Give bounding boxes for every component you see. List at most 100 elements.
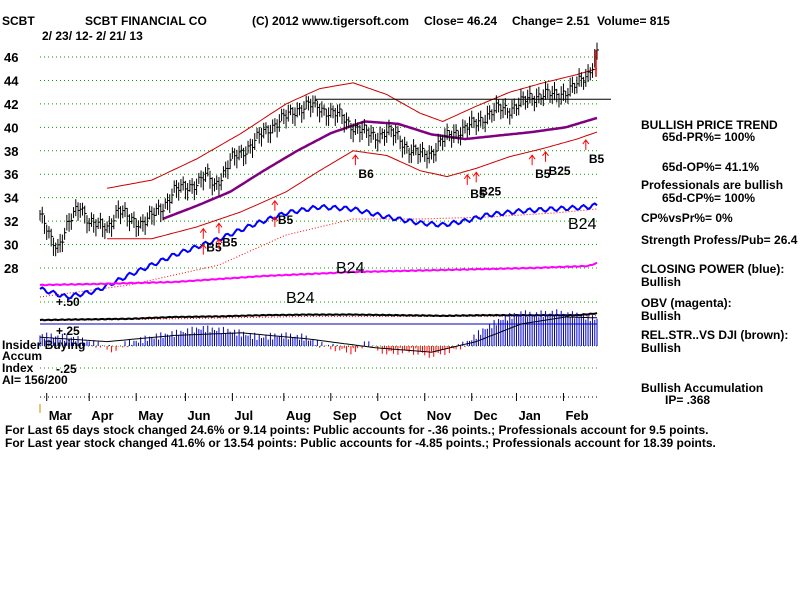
price-bar <box>397 125 400 140</box>
price-bar <box>171 188 174 204</box>
price-bar <box>509 108 512 125</box>
price-bar <box>332 105 336 119</box>
price-bar <box>540 94 544 105</box>
month-label: Jan <box>518 408 540 423</box>
price-bar <box>133 211 136 228</box>
volume-value: Volume= 815 <box>597 14 670 28</box>
price-bar <box>379 126 383 144</box>
price-bar <box>375 133 378 149</box>
price-bar <box>527 89 530 109</box>
price-bar <box>234 148 237 166</box>
y-tick-label: 38 <box>4 144 18 159</box>
cp-vs-pr: CP%vsPr%= 0% <box>641 211 733 225</box>
price-bar <box>307 96 311 111</box>
closing-power-line <box>39 202 598 300</box>
b24-obv-label: B24 <box>286 290 315 307</box>
price-bar <box>200 170 204 188</box>
price-bar <box>243 147 246 167</box>
price-bar <box>524 95 528 110</box>
price-bar <box>294 107 298 127</box>
price-bar <box>477 112 481 132</box>
price-bar <box>137 220 141 236</box>
price-bar <box>314 95 318 108</box>
copyright-text: (C) 2012 www.tigersoft.com <box>252 14 409 28</box>
price-bar <box>352 123 356 143</box>
price-bar <box>357 122 360 134</box>
price-bar <box>283 108 286 125</box>
price-bar <box>442 134 445 151</box>
price-bar <box>120 206 123 225</box>
price-bar <box>433 148 436 164</box>
upper-band-line <box>107 68 598 189</box>
price-bar <box>70 213 74 230</box>
buy-signal-arrow <box>215 222 223 234</box>
buy-signal-label: B5 <box>535 167 551 181</box>
closing-power-ma-line <box>39 208 598 298</box>
price-bar <box>486 105 490 125</box>
price-bar <box>158 199 161 215</box>
price-bar <box>386 124 389 143</box>
month-label: Apr <box>91 408 113 423</box>
price-bar <box>106 221 110 233</box>
price-bar <box>218 176 221 196</box>
price-bar <box>231 147 235 159</box>
price-bar <box>229 153 233 170</box>
price-bar <box>82 202 85 216</box>
company-name: SCBT FINANCIAL CO <box>85 14 207 28</box>
price-bar <box>359 124 362 143</box>
price-bar <box>390 125 394 138</box>
accum-label: Accum <box>2 349 43 363</box>
price-bar <box>413 139 416 156</box>
price-bar <box>135 218 139 238</box>
y-tick-label: 32 <box>4 214 18 229</box>
index-label: Index <box>2 361 34 375</box>
price-bar <box>468 116 472 136</box>
price-bar <box>466 122 470 138</box>
ai-value: AI= 156/200 <box>2 373 68 387</box>
price-bar <box>260 127 264 147</box>
price-bar <box>341 109 344 125</box>
arrow-head <box>528 154 536 160</box>
arrow-head <box>199 227 207 233</box>
price-bar <box>491 109 494 123</box>
buy-signal-arrow <box>528 154 536 166</box>
price-bar <box>361 121 365 140</box>
price-bar <box>547 83 550 99</box>
closing-power-arrow <box>215 238 223 249</box>
price-bar <box>281 108 284 122</box>
price-bar <box>146 212 150 227</box>
arrow-head <box>472 171 480 177</box>
price-bar <box>305 95 309 110</box>
buy-signal-arrow <box>472 171 480 183</box>
price-bar <box>553 81 557 101</box>
pr-percent: 65d-PR%= 100% <box>662 130 756 144</box>
price-bar <box>513 98 517 114</box>
price-bar <box>39 209 42 221</box>
price-bar <box>57 238 60 254</box>
price-bar <box>216 175 219 190</box>
price-bar <box>480 110 483 127</box>
price-bar <box>424 149 427 162</box>
price-bar <box>372 127 376 140</box>
price-bar <box>545 81 548 100</box>
price-bar <box>511 99 514 119</box>
price-bar <box>160 203 163 223</box>
month-label: Aug <box>286 408 311 423</box>
price-bar <box>252 139 255 158</box>
price-bar <box>560 86 564 105</box>
price-bar <box>292 107 295 124</box>
price-bar <box>500 104 503 120</box>
price-bar <box>493 102 497 122</box>
price-bar <box>430 145 434 160</box>
buy-signal-label: B5 <box>206 241 222 255</box>
price-bar <box>240 144 244 159</box>
price-bar <box>48 226 51 239</box>
price-bar <box>66 214 69 231</box>
price-bar <box>222 166 226 178</box>
buy-signal-arrow <box>352 154 359 166</box>
price-bar <box>196 178 199 195</box>
price-bar <box>312 95 315 113</box>
y-tick-label: 46 <box>4 50 18 65</box>
price-bar <box>565 90 568 103</box>
price-bar <box>90 212 94 227</box>
